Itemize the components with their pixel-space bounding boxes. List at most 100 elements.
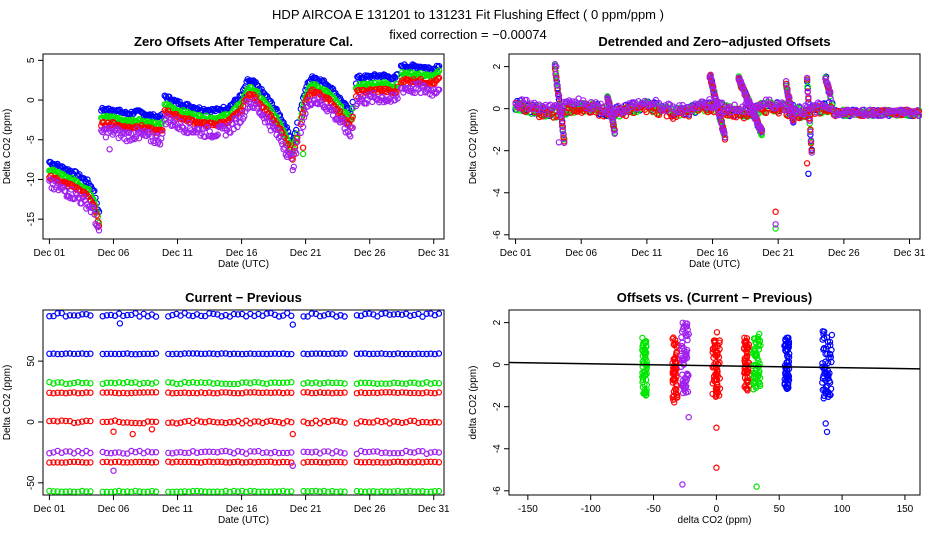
data-point [609,116,616,124]
data-point [50,459,57,466]
data-point [641,368,649,375]
data-point [119,419,127,426]
data-point [300,459,307,466]
data-point [230,389,238,397]
data-point [578,109,585,116]
chart-panels: Zero Offsets After Temperature Cal. Dec 0… [2,34,926,526]
data-point [210,488,217,495]
data-point [110,428,117,435]
data-point [361,389,369,397]
data-point [247,350,254,357]
data-point [419,313,426,320]
data-point [103,418,111,426]
data-point [118,129,126,137]
data-point [370,389,377,396]
data-point [304,389,311,396]
data-point [234,390,242,397]
data-point [398,389,406,396]
data-point [415,389,422,397]
data-point [284,458,291,466]
data-point [333,389,340,396]
data-point [684,388,692,395]
data-point [796,103,803,110]
data-point [251,488,258,495]
data-point [124,311,131,319]
data-point [826,350,834,358]
data-point [119,450,127,457]
data-point [50,417,57,424]
data-point [201,419,209,426]
data-point [201,350,209,357]
data-point [214,488,221,495]
y-tick-label: -2 [492,402,503,411]
data-point [411,350,418,358]
data-point [361,310,369,318]
data-point [657,105,664,113]
data-point [115,390,123,397]
data-point [173,449,180,456]
data-point [721,134,729,141]
data-point [640,390,647,397]
data-point [325,350,332,358]
data-point [553,74,560,82]
data-point [144,389,151,396]
data-point [678,345,686,353]
data-point [152,459,160,466]
data-point [427,389,434,397]
data-point [390,379,397,386]
data-point [50,390,57,397]
data-point [419,390,426,397]
data-point [329,417,336,424]
data-point [407,350,414,358]
data-point [337,379,344,387]
data-point [806,117,813,124]
data-point [144,488,151,495]
data-point [822,420,829,427]
data-point [622,112,630,120]
data-point [185,488,192,495]
data-point [275,449,283,457]
x-tick-label: Dec 21 [762,248,794,259]
data-point [713,464,720,471]
data-point [66,488,74,495]
data-point [329,487,336,495]
data-point [152,389,160,396]
x-tick-label: Dec 01 [34,504,66,515]
data-point [805,170,812,177]
data-point [679,354,686,362]
data-point [357,488,365,495]
y-tick-label: 2 [492,319,503,325]
data-point [193,417,201,424]
data-point [752,335,759,342]
data-point [553,63,560,70]
data-point [808,149,815,156]
data-point [255,379,262,386]
data-point [744,368,752,376]
data-point [226,350,233,358]
data-point [325,459,332,466]
data-point [435,487,443,495]
data-point [316,459,324,466]
data-point [111,417,119,424]
data-point [378,380,385,387]
data-point [70,379,78,387]
data-point [386,459,393,466]
data-point [423,458,430,465]
data-point [333,313,340,320]
data-point [423,350,430,358]
data-point [99,418,106,426]
data-point [394,310,402,318]
data-point [805,93,812,101]
data-point [202,124,210,132]
data-point [288,350,295,358]
data-point [398,311,406,318]
data-point [62,448,70,455]
data-point [148,487,156,495]
data-point [267,450,274,457]
data-point [193,459,201,466]
data-point [247,458,254,465]
data-point [423,450,430,457]
data-point [115,458,123,465]
data-point [197,459,205,466]
x-tick-label: 50 [774,504,786,515]
